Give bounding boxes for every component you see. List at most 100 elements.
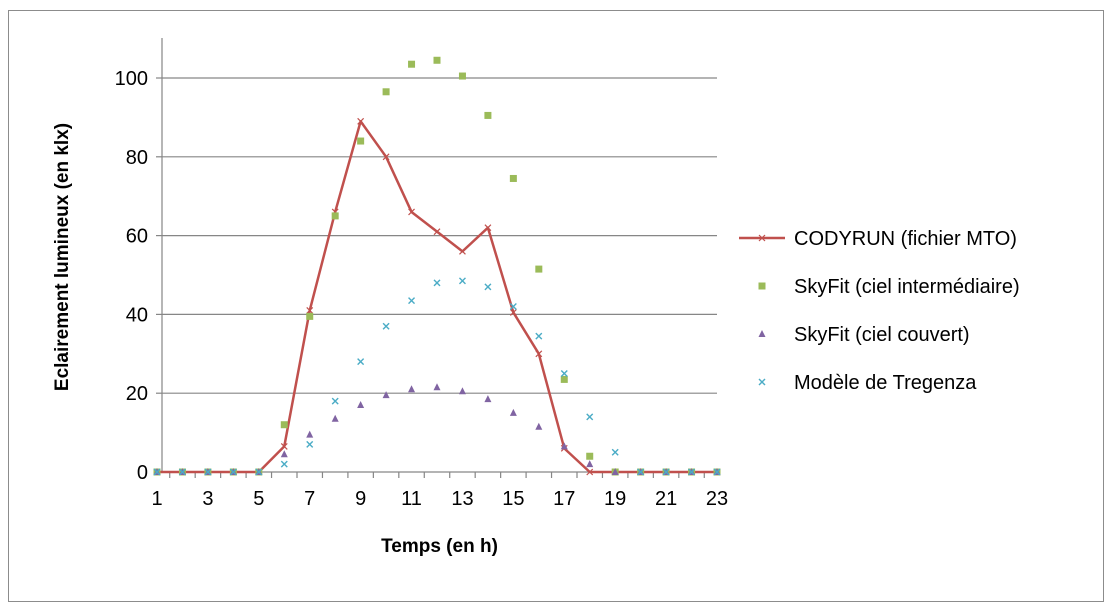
cross-stroke [408,297,416,305]
legend-marker [758,282,766,290]
data-point [458,387,466,395]
data-point [586,460,594,468]
cross-stroke [458,277,466,285]
data-point [280,421,288,429]
data-point [586,452,594,460]
data-point [637,468,645,476]
cross-stroke [229,468,237,476]
data-point [382,391,390,399]
cross-stroke [382,322,390,330]
cross-stroke [178,468,186,476]
y-axis-title: Eclairement lumineux (en klx) [52,123,73,391]
data-point [560,375,568,383]
data-point [433,383,441,391]
data-point [509,303,517,311]
y-tick-label: 40 [126,304,148,326]
data-point [484,111,492,119]
data-point [458,72,466,80]
data-point [713,468,721,476]
cross-stroke [535,332,543,340]
data-point [509,174,517,182]
data-point [255,468,263,476]
y-tick-label: 0 [137,462,148,484]
data-point [204,468,212,476]
data-point [662,468,670,476]
line-point [306,307,314,314]
cross-stroke [688,468,696,476]
data-point [331,212,339,220]
gridlines [162,77,717,394]
data-point [535,422,543,430]
data-point [535,332,543,340]
data-point [357,137,365,145]
cross-stroke [662,468,670,476]
data-point [178,468,186,476]
line-point [586,468,594,476]
data-point [611,468,619,475]
data-point [153,468,161,476]
legend-label: SkyFit (ciel intermédiaire) [794,276,1020,298]
cross-stroke [758,378,766,386]
cross-stroke [586,413,594,421]
data-point [306,312,314,320]
data-point [484,283,492,291]
cross-stroke [280,460,288,468]
series-1 [153,56,721,476]
data-point [280,460,288,468]
data-point [509,408,517,416]
legend-label: CODYRUN (fichier MTO) [794,228,1017,250]
line-point [280,442,288,450]
cross-stroke [637,468,645,476]
cross-stroke [255,468,263,476]
data-point [560,370,568,377]
cross-stroke [509,303,517,311]
x-tick-label: 23 [706,488,728,510]
line-point [509,309,517,316]
data-point [382,88,390,96]
cross-stroke [357,358,365,366]
data-point [433,56,441,64]
data-point [229,468,237,476]
x-tick-label: 1 [151,488,162,510]
line-point [459,247,466,255]
data-point [280,450,288,458]
x-tick-label: 11 [401,488,422,510]
data-point [306,430,314,438]
legend-item: SkyFit (ciel couvert) [758,324,970,346]
legend: CODYRUN (fichier MTO) SkyFit (ciel interm… [739,228,1020,394]
cross-stroke [713,468,721,476]
legend-item: Modèle de Tregenza [758,372,977,394]
plot-area [153,56,721,476]
data-point [357,401,365,409]
line-point [357,117,365,125]
cross-stroke [331,397,339,405]
line-point [484,224,492,232]
data-point [611,448,619,456]
cross-stroke [433,279,441,287]
x-tick-label: 13 [451,488,473,510]
cross-stroke [204,468,212,476]
cross-stroke [306,440,314,448]
x-tick-label: 17 [553,488,575,510]
legend-marker [758,330,766,337]
data-point [560,442,568,450]
cross-stroke [560,370,568,377]
data-point [458,277,466,285]
y-tick-label: 80 [126,147,148,169]
legend-item: SkyFit (ciel intermédiaire) [758,276,1020,298]
data-point [331,414,339,422]
chart-frame: 0 20 40 60 80 100 1 3 5 7 9 11 13 15 17 19 21 23 Temps (e… [8,10,1104,602]
data-point [408,60,416,68]
x-axis-title: Temps (en h) [381,536,498,557]
line-point [382,153,390,161]
y-tick-label: 20 [126,383,148,405]
cross-stroke [484,283,492,291]
axes [156,38,717,478]
x-tick-label: 19 [604,488,626,510]
series-line [157,120,717,474]
data-point [408,385,416,393]
x-tick-label: 9 [355,488,366,510]
data-point [306,440,314,448]
legend-marker [758,234,766,242]
legend-item: CODYRUN (fichier MTO) [739,228,1017,250]
